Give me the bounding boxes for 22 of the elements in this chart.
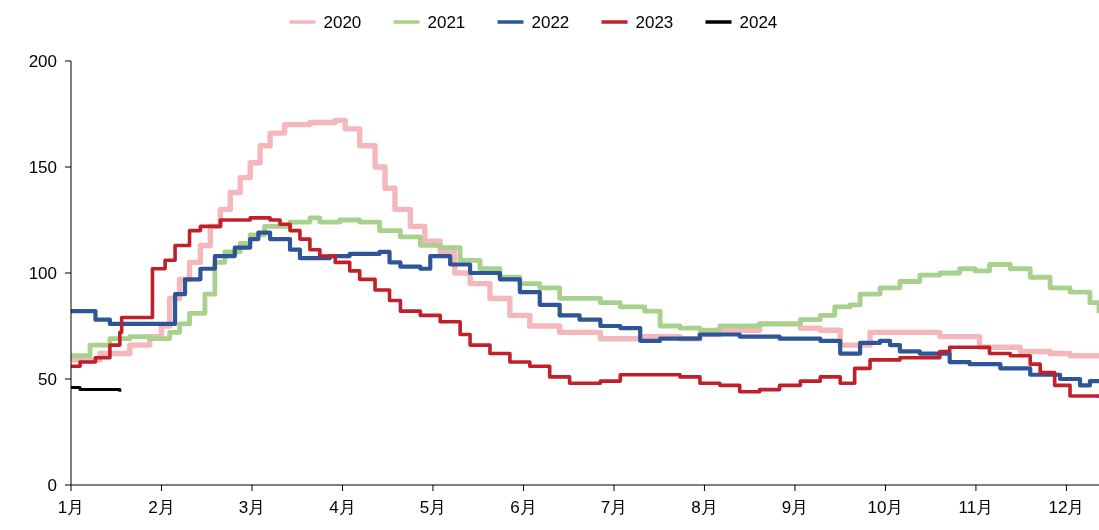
y-tick-label: 150 [28, 157, 57, 177]
y-tick-label: 50 [38, 369, 57, 389]
x-tick-label: 11月 [958, 498, 994, 517]
y-tick-label: 200 [28, 51, 57, 71]
x-tick-label: 4月 [329, 498, 356, 517]
x-tick-label: 3月 [238, 498, 266, 517]
x-tick-label: 7月 [600, 498, 628, 517]
x-tick-label: 5月 [419, 498, 447, 517]
x-tick-label: 10月 [867, 498, 904, 517]
x-tick-label: 12月 [1048, 498, 1085, 517]
y-tick-label: 100 [28, 263, 57, 283]
legend-label: 2020 [323, 12, 362, 32]
x-tick-label: 1月 [57, 498, 85, 517]
legend-label: 2024 [739, 12, 778, 32]
x-tick-label: 6月 [510, 498, 537, 517]
x-tick-label: 2月 [148, 498, 175, 517]
legend-label: 2022 [531, 12, 570, 32]
y-tick-label: 0 [47, 475, 57, 495]
x-tick-label: 8月 [691, 498, 718, 517]
legend-label: 2023 [635, 12, 674, 32]
legend-label: 2021 [427, 12, 466, 32]
x-tick-label: 9月 [781, 498, 809, 517]
